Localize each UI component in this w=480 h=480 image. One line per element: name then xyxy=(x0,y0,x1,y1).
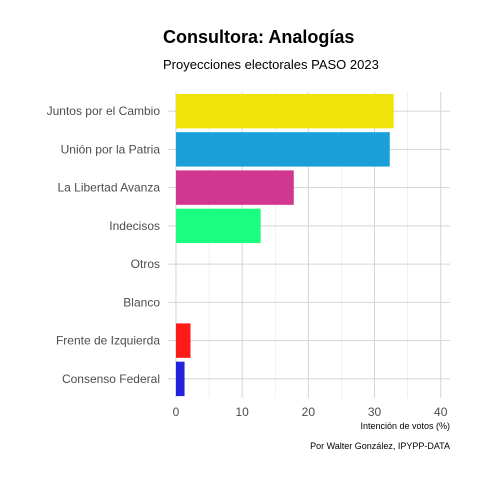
category-label: Juntos por el Cambio xyxy=(47,104,161,118)
x-tick-label: 30 xyxy=(368,405,382,419)
x-tick-label: 0 xyxy=(173,405,180,419)
category-label: La Libertad Avanza xyxy=(57,181,160,195)
bar xyxy=(175,208,261,244)
x-tick-labels: 0 10 20 30 40 xyxy=(173,405,448,419)
bar xyxy=(175,361,185,397)
category-label: Consenso Federal xyxy=(62,372,160,386)
chart-title: Consultora: Analogías xyxy=(163,27,355,47)
bar xyxy=(175,323,191,358)
x-axis-title: Intención de votos (%) xyxy=(360,421,450,431)
bar xyxy=(175,132,390,167)
category-label: Otros xyxy=(131,257,160,271)
x-tick-label: 40 xyxy=(434,405,448,419)
bar xyxy=(175,170,294,205)
bar xyxy=(175,93,394,129)
x-tick-label: 20 xyxy=(302,405,316,419)
category-label: Indecisos xyxy=(109,219,160,233)
category-label: Blanco xyxy=(123,295,160,309)
x-tick-label: 10 xyxy=(235,405,249,419)
category-label: Frente de Izquierda xyxy=(56,334,160,348)
caption: Por Walter González, IPYPP-DATA xyxy=(310,441,450,451)
category-labels: Juntos por el Cambio Unión por la Patria L… xyxy=(47,104,161,386)
chart-subtitle: Proyecciones electorales PASO 2023 xyxy=(163,57,379,72)
bars xyxy=(175,93,394,397)
category-label: Unión por la Patria xyxy=(61,142,161,156)
